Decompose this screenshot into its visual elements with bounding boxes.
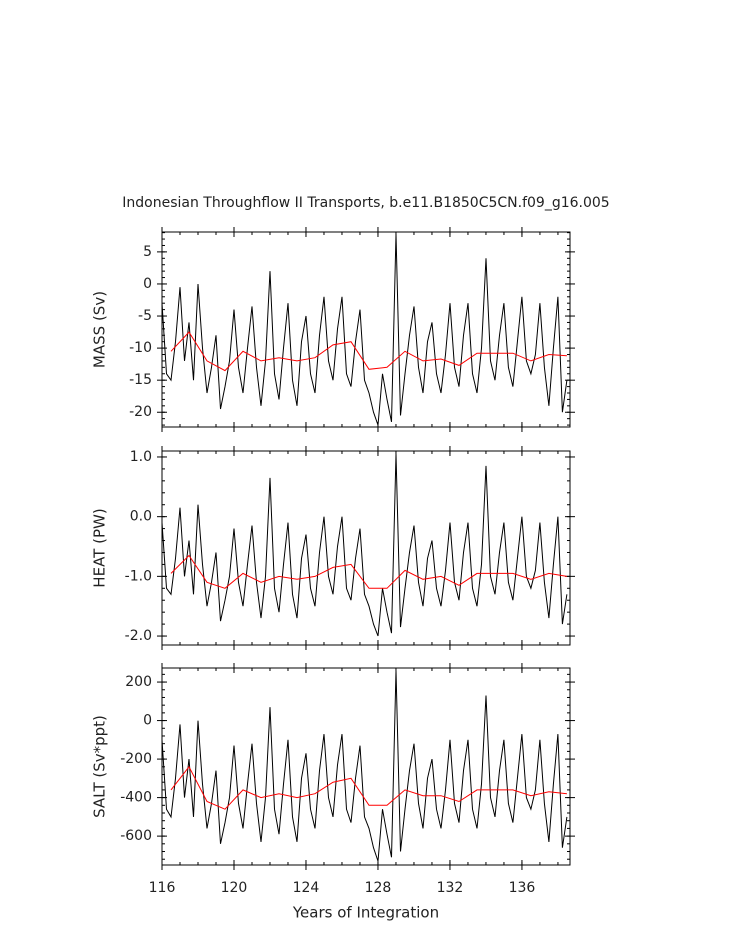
y-tick-label: -1.0	[125, 568, 152, 584]
chart-title: Indonesian Throughflow II Transports, b.…	[122, 195, 609, 211]
series-line	[161, 453, 568, 637]
series-line	[161, 670, 568, 862]
x-tick-label: 116	[149, 880, 176, 896]
y-tick-label: -15	[129, 372, 152, 388]
y-tick-label: 200	[125, 674, 152, 690]
series-line	[161, 233, 568, 426]
y-tick-label: -600	[120, 828, 152, 844]
plot-frame	[161, 231, 571, 428]
x-tick-label: 128	[365, 880, 392, 896]
y-tick-label: -10	[129, 340, 152, 356]
y-tick-label: -2.0	[125, 628, 152, 644]
x-tick-label: 124	[293, 880, 320, 896]
y-tick-label: -200	[120, 751, 152, 767]
series-line	[170, 554, 567, 589]
x-tick-label: 120	[221, 880, 248, 896]
y-axis-label: SALT (Sv*ppt)	[91, 715, 109, 818]
plot-frame	[161, 450, 571, 646]
y-tick-label: 1.0	[130, 449, 152, 465]
series-line	[170, 331, 567, 372]
y-tick-label: 5	[143, 244, 152, 260]
x-tick-label: 136	[509, 880, 536, 896]
x-axis-label: Years of Integration	[292, 904, 439, 922]
y-axis-label: HEAT (PW)	[91, 508, 109, 587]
plot-frame	[161, 667, 571, 866]
y-tick-label: -400	[120, 790, 152, 806]
y-tick-label: 0.0	[130, 509, 152, 525]
y-tick-label: -20	[129, 404, 152, 420]
series-line	[170, 765, 567, 810]
y-tick-label: 0	[143, 713, 152, 729]
y-tick-label: 0	[143, 276, 152, 292]
y-tick-label: -5	[138, 308, 152, 324]
y-axis-label: MASS (Sv)	[91, 291, 109, 368]
x-tick-label: 132	[437, 880, 464, 896]
